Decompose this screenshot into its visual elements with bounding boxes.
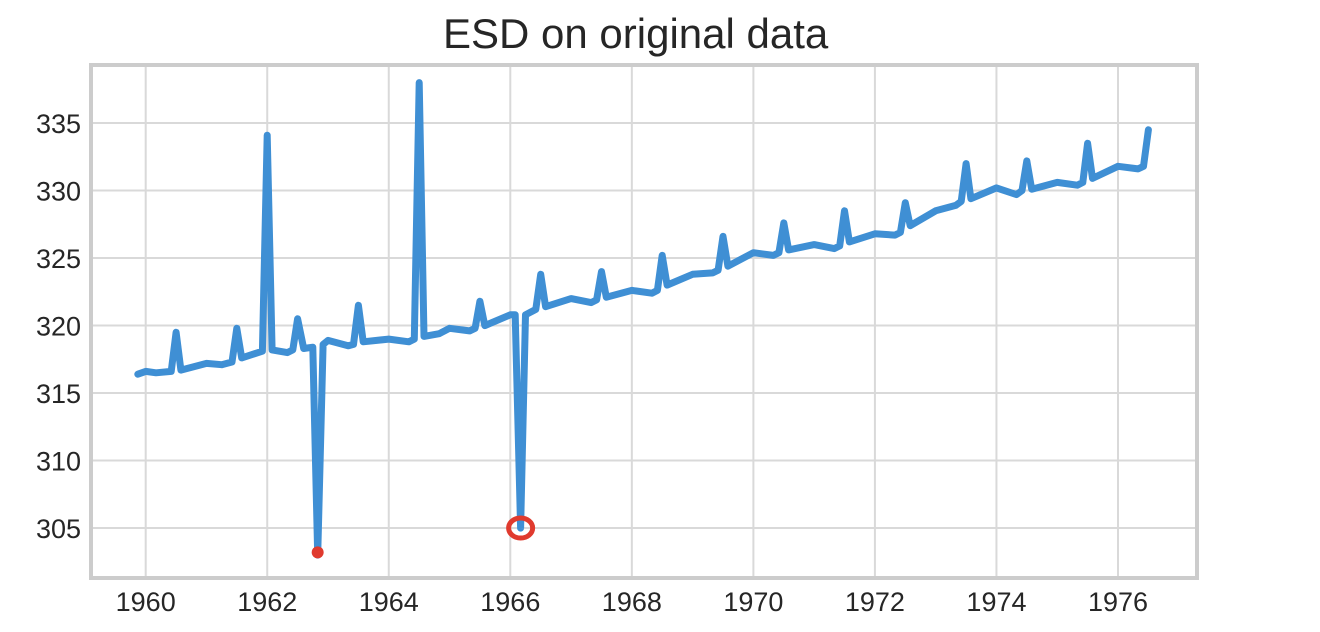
x-tick-label: 1962 bbox=[237, 587, 297, 617]
x-tick-label: 1974 bbox=[966, 587, 1026, 617]
x-tick-label: 1960 bbox=[116, 587, 176, 617]
x-tick-label: 1970 bbox=[723, 587, 783, 617]
y-tick-label: 330 bbox=[36, 177, 81, 207]
anomaly-dot-marker bbox=[311, 546, 324, 559]
grid-layer bbox=[91, 65, 1197, 578]
x-tick-label: 1966 bbox=[480, 587, 540, 617]
x-tick-label: 1976 bbox=[1088, 587, 1148, 617]
y-tick-label: 310 bbox=[36, 447, 81, 477]
y-tick-label: 335 bbox=[36, 109, 81, 139]
y-tick-label: 325 bbox=[36, 244, 81, 274]
y-tick-label: 305 bbox=[36, 514, 81, 544]
chart-title: ESD on original data bbox=[443, 10, 829, 57]
x-tick-label: 1972 bbox=[845, 587, 905, 617]
x-tick-label: 1964 bbox=[359, 587, 419, 617]
series-layer bbox=[134, 79, 1152, 559]
x-tick-label: 1968 bbox=[602, 587, 662, 617]
y-tick-label: 315 bbox=[36, 379, 81, 409]
y-tick-label: 320 bbox=[36, 312, 81, 342]
anomaly-layer bbox=[311, 515, 536, 559]
anomaly-ring-marker bbox=[506, 515, 536, 541]
tick-label-layer: 1960 1962 1964 1966 1968 1970 1972 1974 1976 305 3… bbox=[36, 109, 1148, 617]
series-line bbox=[134, 79, 1152, 559]
plot-frame bbox=[89, 63, 1199, 580]
